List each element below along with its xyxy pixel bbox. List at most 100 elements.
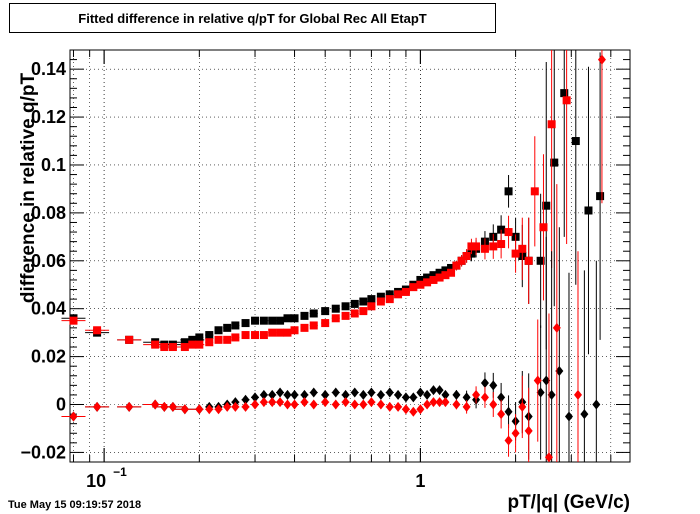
square-marker [180, 338, 189, 347]
square-marker [441, 271, 450, 280]
square-marker [350, 299, 359, 308]
diamond-marker [376, 389, 385, 400]
diamond-marker [597, 54, 606, 65]
diamond-marker [283, 399, 292, 410]
y-tick-label: 0.1 [41, 155, 66, 175]
diamond-marker [416, 387, 425, 398]
square-marker [205, 338, 214, 347]
diamond-marker [394, 389, 403, 400]
date-stamp: Tue May 15 09:19:57 2018 [8, 499, 142, 511]
square-marker [125, 335, 134, 344]
square-marker [539, 223, 548, 232]
square-marker [290, 314, 299, 323]
y-tick-label: 0.06 [31, 251, 66, 271]
square-marker [447, 263, 456, 272]
square-marker [504, 187, 513, 196]
square-marker [350, 309, 359, 318]
square-marker [309, 309, 318, 318]
diamond-marker [359, 389, 368, 400]
data-markers [61, 50, 606, 463]
diamond-marker [268, 397, 277, 408]
square-marker [276, 316, 285, 325]
diamond-marker [309, 399, 318, 410]
axis-ticks [70, 49, 630, 463]
diamond-marker [435, 397, 444, 408]
diamond-marker [276, 397, 285, 408]
diamond-marker [341, 389, 350, 400]
diamond-marker [69, 411, 78, 422]
diamond-marker [409, 392, 418, 403]
diamond-marker [376, 399, 385, 410]
square-marker [530, 187, 539, 196]
tick-labels: −0.02 0 0.02 0.04 0.06 0.08 0.1 0.12 0.14 10 −1 1 [20, 59, 425, 491]
square-marker [195, 340, 204, 349]
square-marker [435, 273, 444, 282]
diamond-marker [300, 397, 309, 408]
diamond-marker [564, 411, 573, 422]
diamond-marker [168, 401, 177, 412]
square-marker [214, 326, 223, 335]
diamond-marker [321, 389, 330, 400]
diamond-marker [214, 404, 223, 415]
square-marker [472, 242, 481, 251]
y-tick-label: 0.02 [31, 347, 66, 367]
square-marker [423, 273, 432, 282]
diamond-marker [321, 397, 330, 408]
square-marker [376, 292, 385, 301]
square-marker [341, 302, 350, 311]
x-tick-label: 1 [415, 471, 425, 491]
diamond-marker [429, 397, 438, 408]
diamond-marker [290, 399, 299, 410]
diamond-marker [385, 387, 394, 398]
diamond-marker [409, 406, 418, 417]
square-marker [151, 340, 160, 349]
y-tick-label: 0.08 [31, 203, 66, 223]
square-marker [447, 268, 456, 277]
diamond-marker [573, 389, 582, 400]
square-marker [300, 323, 309, 332]
diamond-marker [367, 387, 376, 398]
square-marker [321, 307, 330, 316]
square-marker [180, 343, 189, 352]
diamond-marker [524, 425, 533, 436]
square-marker [231, 333, 240, 342]
square-marker [259, 331, 268, 340]
diamond-marker [441, 389, 450, 400]
diamond-marker [423, 389, 432, 400]
square-marker [504, 228, 513, 237]
square-marker [231, 321, 240, 330]
diamond-marker [536, 387, 545, 398]
diamond-marker [125, 401, 134, 412]
diamond-marker [480, 392, 489, 403]
diamond-marker [195, 404, 204, 415]
diamond-marker [241, 401, 250, 412]
grid-lines [70, 50, 630, 462]
square-marker [367, 295, 376, 304]
diamond-marker [580, 409, 589, 420]
square-marker [259, 316, 268, 325]
diamond-marker [462, 401, 471, 412]
diamond-marker [331, 399, 340, 410]
square-marker [223, 323, 232, 332]
square-marker [524, 256, 533, 265]
diamond-marker [533, 375, 542, 386]
square-marker [542, 201, 551, 210]
diamond-marker [251, 399, 260, 410]
diamond-marker [309, 387, 318, 398]
diamond-marker [394, 401, 403, 412]
diamond-marker [205, 404, 214, 415]
diamond-marker [462, 392, 471, 403]
diamond-marker [552, 322, 561, 333]
diamond-marker [497, 392, 506, 403]
diamond-marker [241, 394, 250, 405]
square-marker [69, 316, 78, 325]
diamond-marker [416, 404, 425, 415]
square-marker [562, 96, 571, 105]
square-marker [205, 331, 214, 340]
square-marker [550, 158, 559, 167]
square-marker [480, 244, 489, 253]
x-tick-label-exponent: −1 [113, 465, 127, 479]
square-marker [435, 268, 444, 277]
diamond-marker [259, 389, 268, 400]
